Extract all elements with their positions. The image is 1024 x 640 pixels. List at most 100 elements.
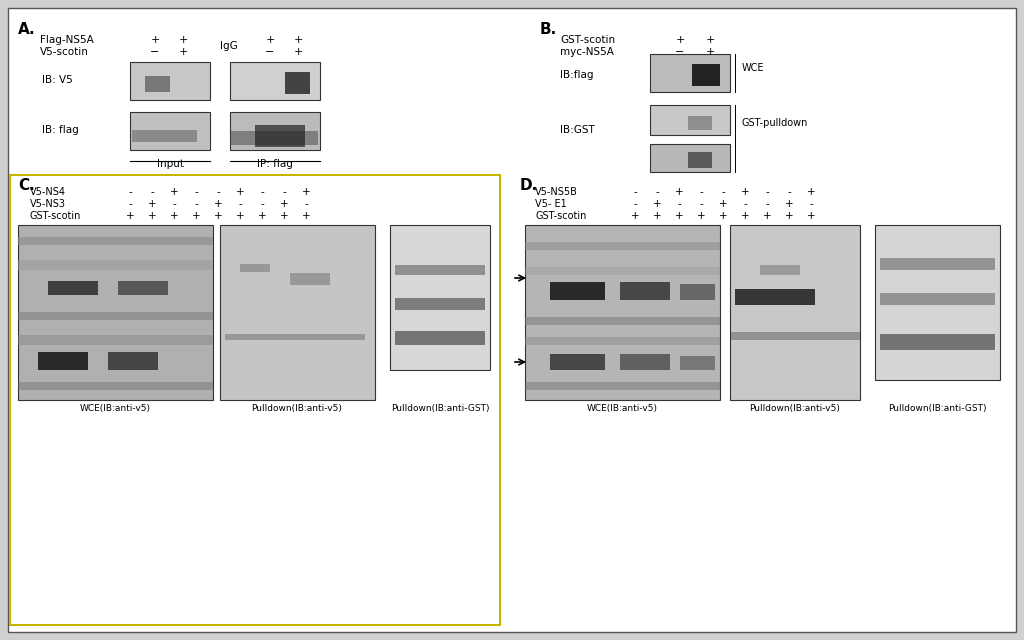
Bar [620,282,670,300]
Bar [390,225,490,370]
Bar [525,317,720,325]
Text: -: - [721,187,725,197]
Bar [18,335,213,345]
Text: +: + [258,211,266,221]
Text: B.: B. [540,22,557,37]
Bar [395,265,485,275]
Bar [145,76,170,92]
Text: +: + [302,187,310,197]
Text: -: - [283,187,286,197]
Text: -: - [765,199,769,209]
Text: -: - [151,187,154,197]
Bar [730,225,860,400]
Bar [692,64,720,86]
Text: GST-scotin: GST-scotin [30,211,81,221]
Text: -: - [765,187,769,197]
Bar [38,352,88,370]
Text: +: + [706,35,715,45]
Text: IgG: IgG [220,41,238,51]
Bar [880,293,995,305]
Bar [225,334,365,340]
Text: +: + [719,211,727,221]
Bar [290,273,330,285]
Text: Input: Input [157,159,183,169]
Text: −: − [265,47,274,57]
Bar [130,62,210,100]
Text: V5-NS4: V5-NS4 [30,187,66,197]
Text: -: - [743,199,746,209]
Text: -: - [699,187,702,197]
Text: -: - [172,199,176,209]
Bar [525,267,720,275]
Text: -: - [260,187,264,197]
Text: -: - [260,199,264,209]
Bar [735,289,815,305]
Text: GST-scotin: GST-scotin [535,211,587,221]
Text: +: + [675,211,683,221]
Text: +: + [147,199,157,209]
Text: +: + [170,187,178,197]
Text: +: + [214,199,222,209]
Text: -: - [195,199,198,209]
Text: myc-NS5A: myc-NS5A [560,47,613,57]
Text: +: + [807,211,815,221]
Text: +: + [293,35,303,45]
Text: -: - [633,199,637,209]
Text: -: - [655,187,658,197]
Text: +: + [675,187,683,197]
Text: +: + [719,199,727,209]
Bar [18,382,213,390]
Bar [285,72,310,94]
Bar [240,264,270,272]
Bar [18,312,213,320]
Text: -: - [239,199,242,209]
Text: +: + [675,35,685,45]
Text: IB: V5: IB: V5 [42,75,73,85]
Text: V5-NS5B: V5-NS5B [535,187,578,197]
Text: +: + [178,35,187,45]
Text: +: + [214,211,222,221]
Text: +: + [147,211,157,221]
Text: +: + [265,35,274,45]
Text: WCE: WCE [742,63,765,73]
Text: +: + [170,211,178,221]
Bar [550,282,605,300]
Text: -: - [128,199,132,209]
Text: -: - [216,187,220,197]
Text: -: - [195,187,198,197]
Bar [18,237,213,245]
Bar [132,130,197,142]
Text: C.: C. [18,178,35,193]
Bar [525,382,720,390]
Bar [395,298,485,310]
Text: +: + [740,211,750,221]
Bar [620,354,670,370]
Text: +: + [280,199,289,209]
Text: +: + [652,211,662,221]
Text: IB:flag: IB:flag [560,70,594,80]
Text: +: + [178,47,187,57]
Text: Pulldown(IB:anti-v5): Pulldown(IB:anti-v5) [750,403,841,413]
Text: +: + [293,47,303,57]
Bar [230,112,319,150]
FancyBboxPatch shape [10,175,500,625]
Bar [874,225,1000,380]
Text: A.: A. [18,22,36,37]
Text: −: − [675,47,685,57]
Text: WCE(IB:anti-v5): WCE(IB:anti-v5) [587,403,657,413]
Bar [688,116,712,130]
Bar [525,337,720,345]
Text: GST-pulldown: GST-pulldown [742,118,808,128]
Text: +: + [763,211,771,221]
Bar [18,225,213,400]
Text: GST-scotin: GST-scotin [560,35,615,45]
Bar [680,356,715,370]
Text: +: + [280,211,289,221]
Bar [230,62,319,100]
Bar [255,125,305,147]
Bar [108,352,158,370]
Text: -: - [809,199,813,209]
Text: +: + [652,199,662,209]
Text: +: + [236,187,245,197]
Text: V5-NS3: V5-NS3 [30,199,66,209]
